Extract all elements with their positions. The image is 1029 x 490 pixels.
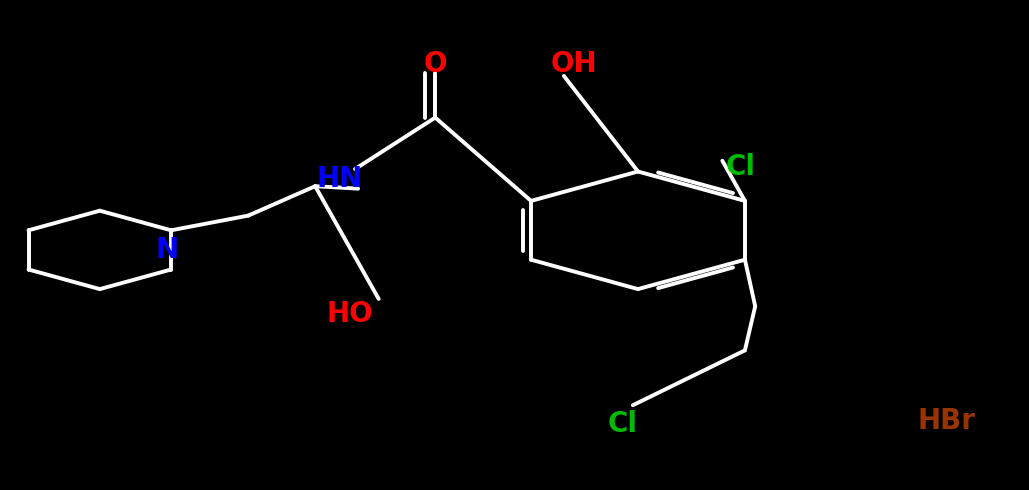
- Text: N: N: [155, 236, 178, 264]
- Text: O: O: [424, 49, 447, 78]
- Text: HO: HO: [326, 299, 374, 328]
- Text: HN: HN: [317, 165, 362, 193]
- Text: OH: OH: [551, 49, 598, 78]
- Text: HBr: HBr: [918, 407, 975, 436]
- Text: Cl: Cl: [607, 410, 638, 438]
- Text: Cl: Cl: [725, 152, 756, 181]
